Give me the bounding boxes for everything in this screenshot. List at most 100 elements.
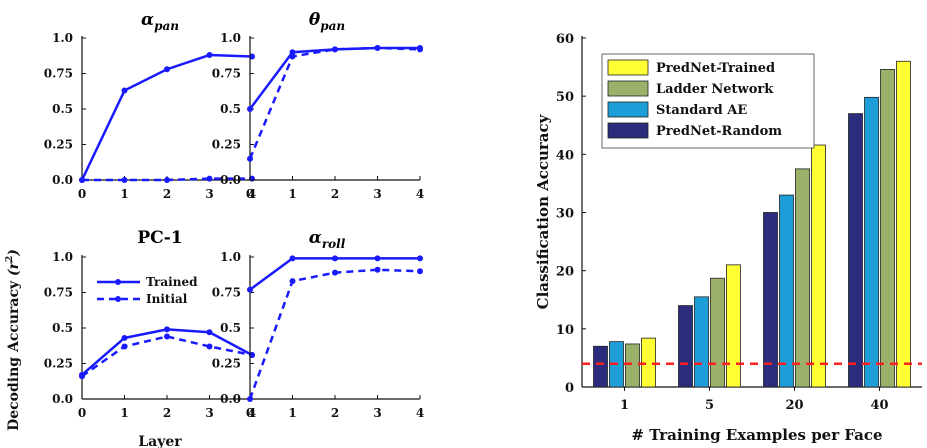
data-point-initial xyxy=(374,266,381,273)
series-line-initial xyxy=(248,268,421,400)
y-tick-label: 1.0 xyxy=(220,31,241,45)
data-point-initial xyxy=(374,44,381,51)
y-tick-label: 0.25 xyxy=(44,138,73,152)
panel-title-theta-pan: θpan xyxy=(309,10,345,33)
bar-y-tick-label: 60 xyxy=(556,32,574,47)
x-tick-label: 2 xyxy=(163,187,171,201)
data-point-initial xyxy=(206,343,213,350)
data-point-trained xyxy=(121,87,128,94)
bar-standard-ae xyxy=(864,96,879,388)
bar-prednet-trained xyxy=(726,264,741,388)
data-point-trained xyxy=(206,52,213,59)
panel-title-alpha-pan: αpan xyxy=(141,10,179,33)
bar-ladder-network xyxy=(880,69,895,388)
bar-prednet-random xyxy=(593,345,608,388)
y-tick-label: 0.25 xyxy=(212,357,241,371)
x-tick-label: 3 xyxy=(373,406,381,420)
legend-marker-initial xyxy=(115,296,121,302)
y-tick-label: 1.0 xyxy=(220,250,241,264)
bar-legend-swatch xyxy=(607,101,649,118)
bar-legend-label: Standard AE xyxy=(656,103,747,118)
x-tick-label: 3 xyxy=(205,187,213,201)
bar-y-tick-label: 10 xyxy=(556,323,574,338)
x-tick-label: 1 xyxy=(120,187,128,201)
data-point-initial xyxy=(164,177,170,183)
x-tick-label: 2 xyxy=(163,406,171,420)
data-point-trained xyxy=(289,255,296,262)
y-tick-label: 0.75 xyxy=(212,286,241,300)
data-point-trained xyxy=(417,255,423,262)
bar-legend-swatch xyxy=(607,59,649,76)
bar-x-axis-label: # Training Examples per Face xyxy=(631,426,882,444)
y-tick-label: 0.5 xyxy=(52,321,73,335)
x-tick-label: 0 xyxy=(246,187,254,201)
bar-prednet-random xyxy=(848,113,863,388)
bar-x-tick-label: 40 xyxy=(870,398,888,413)
bar-x-tick-label: 20 xyxy=(785,398,803,413)
bar-y-tick-label: 30 xyxy=(556,207,574,222)
data-point-initial xyxy=(247,396,253,402)
data-point-trained xyxy=(206,329,213,336)
x-tick-label: 0 xyxy=(246,406,254,420)
bar-chart-panel: 0 10 20 30 40 50 60 1 5 20 40 PredNet-Trained Ladder… xyxy=(556,32,922,413)
x-tick-label: 4 xyxy=(248,187,256,201)
bar-y-tick-label: 40 xyxy=(556,148,574,163)
data-point-initial xyxy=(332,269,338,276)
bar-y-tick-label: 50 xyxy=(556,90,574,105)
y-tick-label: 1.0 xyxy=(52,31,73,45)
data-point-trained xyxy=(289,49,296,56)
shared-y-axis-label: Decoding Accuracy (r2) xyxy=(5,249,22,431)
bar-legend-label: PredNet-Trained xyxy=(656,61,775,76)
data-point-trained xyxy=(121,334,128,341)
bar-standard-ae xyxy=(694,296,709,388)
y-tick-label: 1.0 xyxy=(52,250,73,264)
panel-title-alpha-roll: αroll xyxy=(309,228,346,251)
data-point-initial xyxy=(79,177,85,183)
x-tick-label: 1 xyxy=(120,406,128,420)
bar-y-tick-label: 0 xyxy=(565,381,574,396)
x-tick-label: 0 xyxy=(78,406,86,420)
y-tick-label: 0.0 xyxy=(220,173,241,187)
y-tick-label: 0.75 xyxy=(44,286,73,300)
bar-x-tick-label: 1 xyxy=(620,398,629,413)
y-tick-label: 0.0 xyxy=(220,392,241,406)
bar-standard-ae xyxy=(779,194,794,388)
line-panel-alpha-roll: 0.0 0.25 0.5 0.75 1.0 0 1 2 3 4 xyxy=(212,250,424,420)
y-tick-label: 0.75 xyxy=(44,67,73,81)
bar-x-tick-label: 5 xyxy=(705,398,714,413)
y-tick-label: 0.5 xyxy=(220,102,241,116)
y-tick-label: 0.5 xyxy=(220,321,241,335)
x-tick-label: 3 xyxy=(205,406,213,420)
data-point-initial xyxy=(289,53,296,60)
bar-ladder-network xyxy=(710,277,725,388)
data-point-initial xyxy=(164,333,170,340)
data-point-initial xyxy=(121,177,128,183)
y-tick-label: 0.0 xyxy=(52,392,73,406)
legend-label-initial: Initial xyxy=(146,292,188,306)
x-tick-label: 3 xyxy=(373,187,381,201)
y-tick-label: 0.5 xyxy=(52,102,73,116)
bar-legend-label: PredNet-Random xyxy=(656,124,782,139)
x-tick-label: 1 xyxy=(288,406,296,420)
x-tick-label: 0 xyxy=(78,187,86,201)
y-tick-label: 0.25 xyxy=(44,357,73,371)
data-point-trained xyxy=(164,66,170,73)
data-point-initial xyxy=(206,175,213,182)
bar-prednet-random xyxy=(763,212,778,388)
x-tick-label: 4 xyxy=(248,406,256,420)
data-point-trained xyxy=(374,255,381,262)
bar-legend-label: Ladder Network xyxy=(656,82,774,97)
bar-y-axis-label: Classification Accuracy xyxy=(534,113,552,309)
line-panel-alpha-pan: 0.0 0.25 0.5 0.75 1.0 0 1 2 3 4 xyxy=(44,31,256,201)
bar-prednet-random xyxy=(678,305,693,388)
line-panel-theta-pan: 0.0 0.25 0.5 0.75 1.0 0 1 2 3 4 xyxy=(212,31,424,201)
x-tick-label: 4 xyxy=(416,406,424,420)
data-point-initial xyxy=(79,373,85,380)
bar-ladder-network xyxy=(625,343,640,388)
data-point-trained xyxy=(247,106,253,112)
data-point-initial xyxy=(247,155,253,162)
bar-prednet-trained xyxy=(896,60,911,388)
bar-legend-swatch xyxy=(607,80,649,97)
y-tick-label: 0.75 xyxy=(212,67,241,81)
